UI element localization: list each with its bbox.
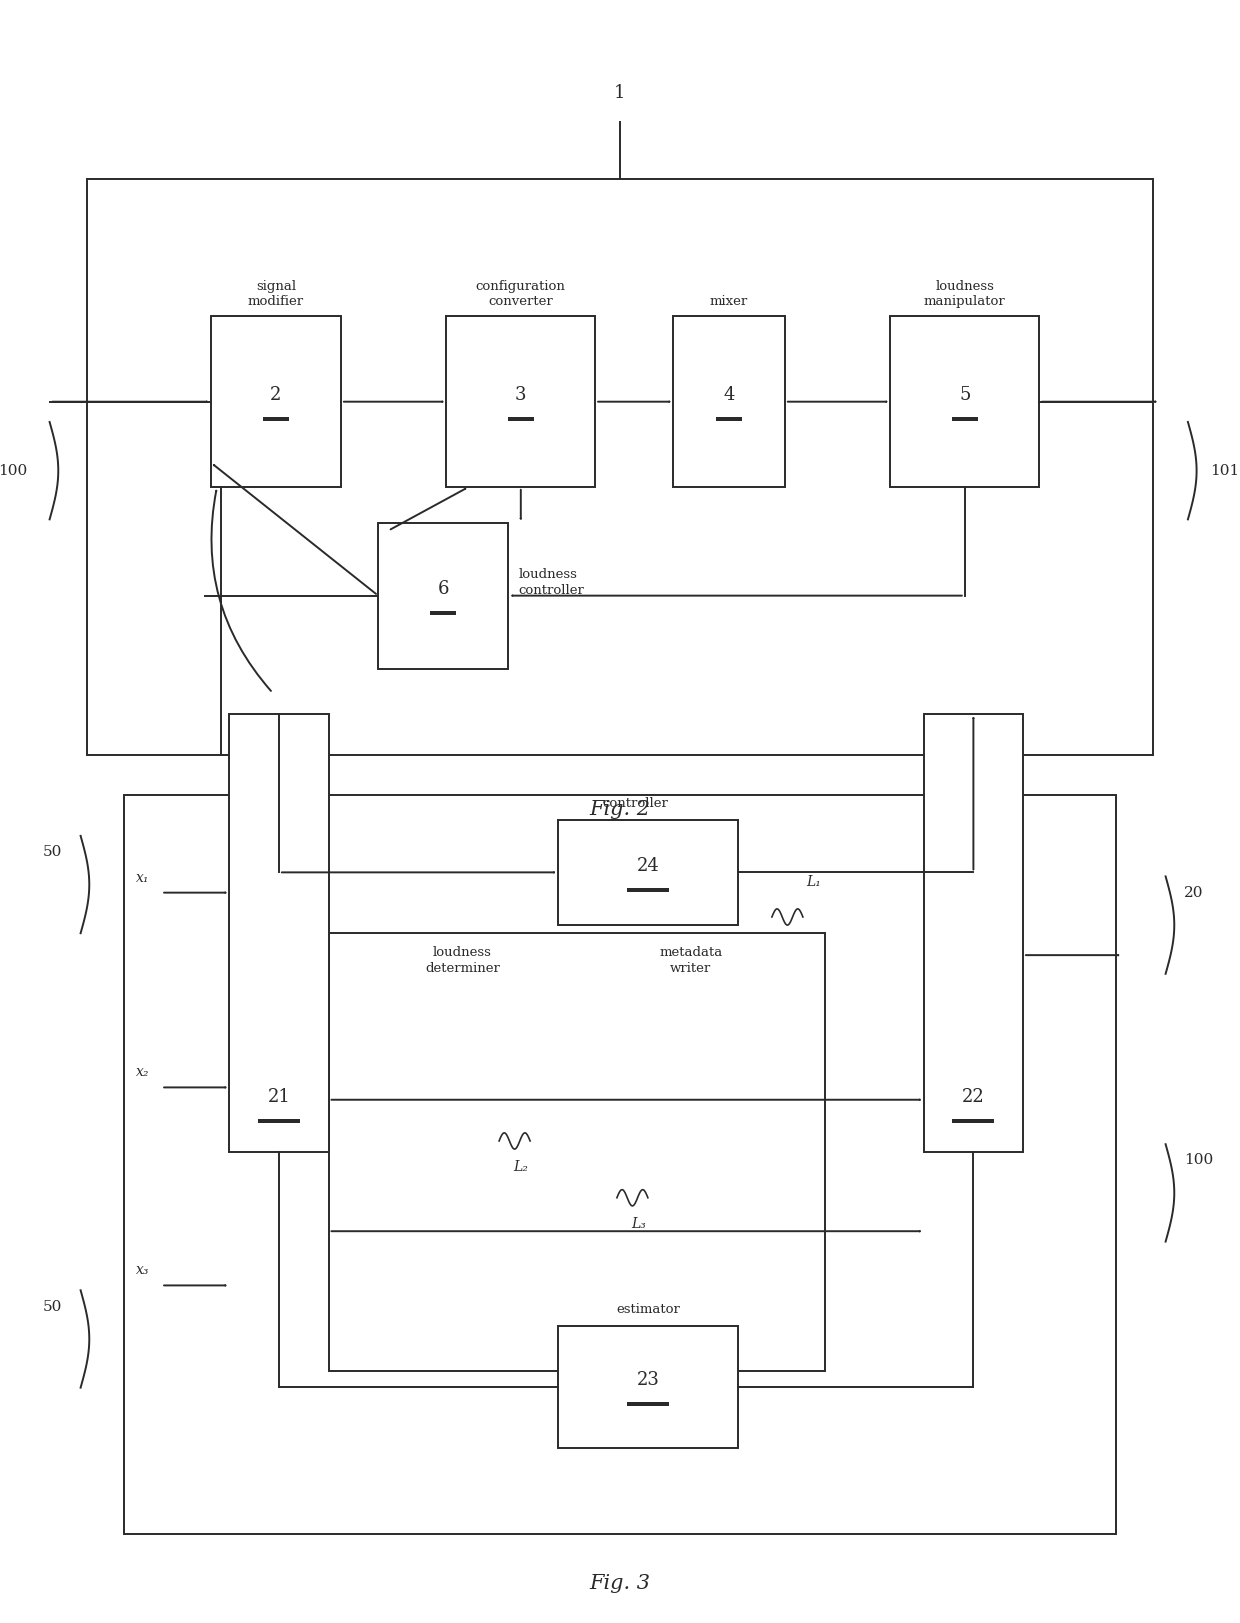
- Text: 50: 50: [42, 1300, 62, 1313]
- Text: 3: 3: [515, 386, 527, 404]
- Bar: [263, 417, 289, 420]
- Text: controller: controller: [603, 797, 668, 810]
- Text: 4: 4: [723, 386, 735, 404]
- Text: 2: 2: [270, 386, 281, 404]
- Bar: [952, 417, 978, 420]
- Text: 200: 200: [279, 714, 309, 729]
- Text: x₂: x₂: [136, 1065, 150, 1079]
- Bar: [378, 523, 508, 669]
- Bar: [558, 1326, 738, 1448]
- Bar: [626, 888, 670, 891]
- Text: 101: 101: [1210, 464, 1240, 477]
- Text: L₂: L₂: [513, 1160, 528, 1175]
- Text: loudness
manipulator: loudness manipulator: [924, 279, 1006, 308]
- Text: Fig. 2: Fig. 2: [589, 800, 651, 820]
- Text: 22: 22: [962, 1087, 985, 1107]
- Bar: [626, 1402, 670, 1406]
- Bar: [952, 1120, 994, 1123]
- Bar: [430, 612, 456, 615]
- Bar: [558, 820, 738, 925]
- Bar: [924, 714, 1023, 1152]
- Text: loudness
controller: loudness controller: [518, 568, 584, 597]
- Text: 100: 100: [1184, 1154, 1214, 1167]
- Bar: [87, 179, 1153, 755]
- Bar: [329, 933, 825, 1371]
- Bar: [124, 795, 1116, 1534]
- Text: 1: 1: [614, 84, 626, 102]
- Text: signal
modifier: signal modifier: [248, 279, 304, 308]
- Bar: [229, 714, 329, 1152]
- Bar: [673, 316, 785, 487]
- Bar: [258, 1120, 300, 1123]
- Text: 6: 6: [438, 579, 449, 599]
- Text: loudness
determiner: loudness determiner: [425, 946, 500, 975]
- Text: x₃: x₃: [136, 1263, 150, 1277]
- Text: 100: 100: [0, 464, 27, 477]
- Text: x₁: x₁: [136, 870, 150, 885]
- Text: L₃: L₃: [631, 1217, 646, 1232]
- Bar: [890, 316, 1039, 487]
- Text: 23: 23: [636, 1371, 660, 1389]
- Text: 24: 24: [636, 857, 660, 875]
- Text: 21: 21: [268, 1087, 290, 1107]
- Bar: [211, 316, 341, 487]
- Text: configuration
converter: configuration converter: [476, 279, 565, 308]
- Text: 20: 20: [1184, 886, 1204, 899]
- Text: 5: 5: [959, 386, 971, 404]
- Text: estimator: estimator: [616, 1303, 680, 1316]
- Bar: [717, 417, 743, 420]
- Text: mixer: mixer: [711, 295, 748, 308]
- Text: Fig. 3: Fig. 3: [589, 1574, 651, 1594]
- Text: L₁: L₁: [806, 875, 821, 889]
- Bar: [446, 316, 595, 487]
- Text: metadata
writer: metadata writer: [658, 946, 723, 975]
- Bar: [508, 417, 534, 420]
- Text: 50: 50: [42, 846, 62, 859]
